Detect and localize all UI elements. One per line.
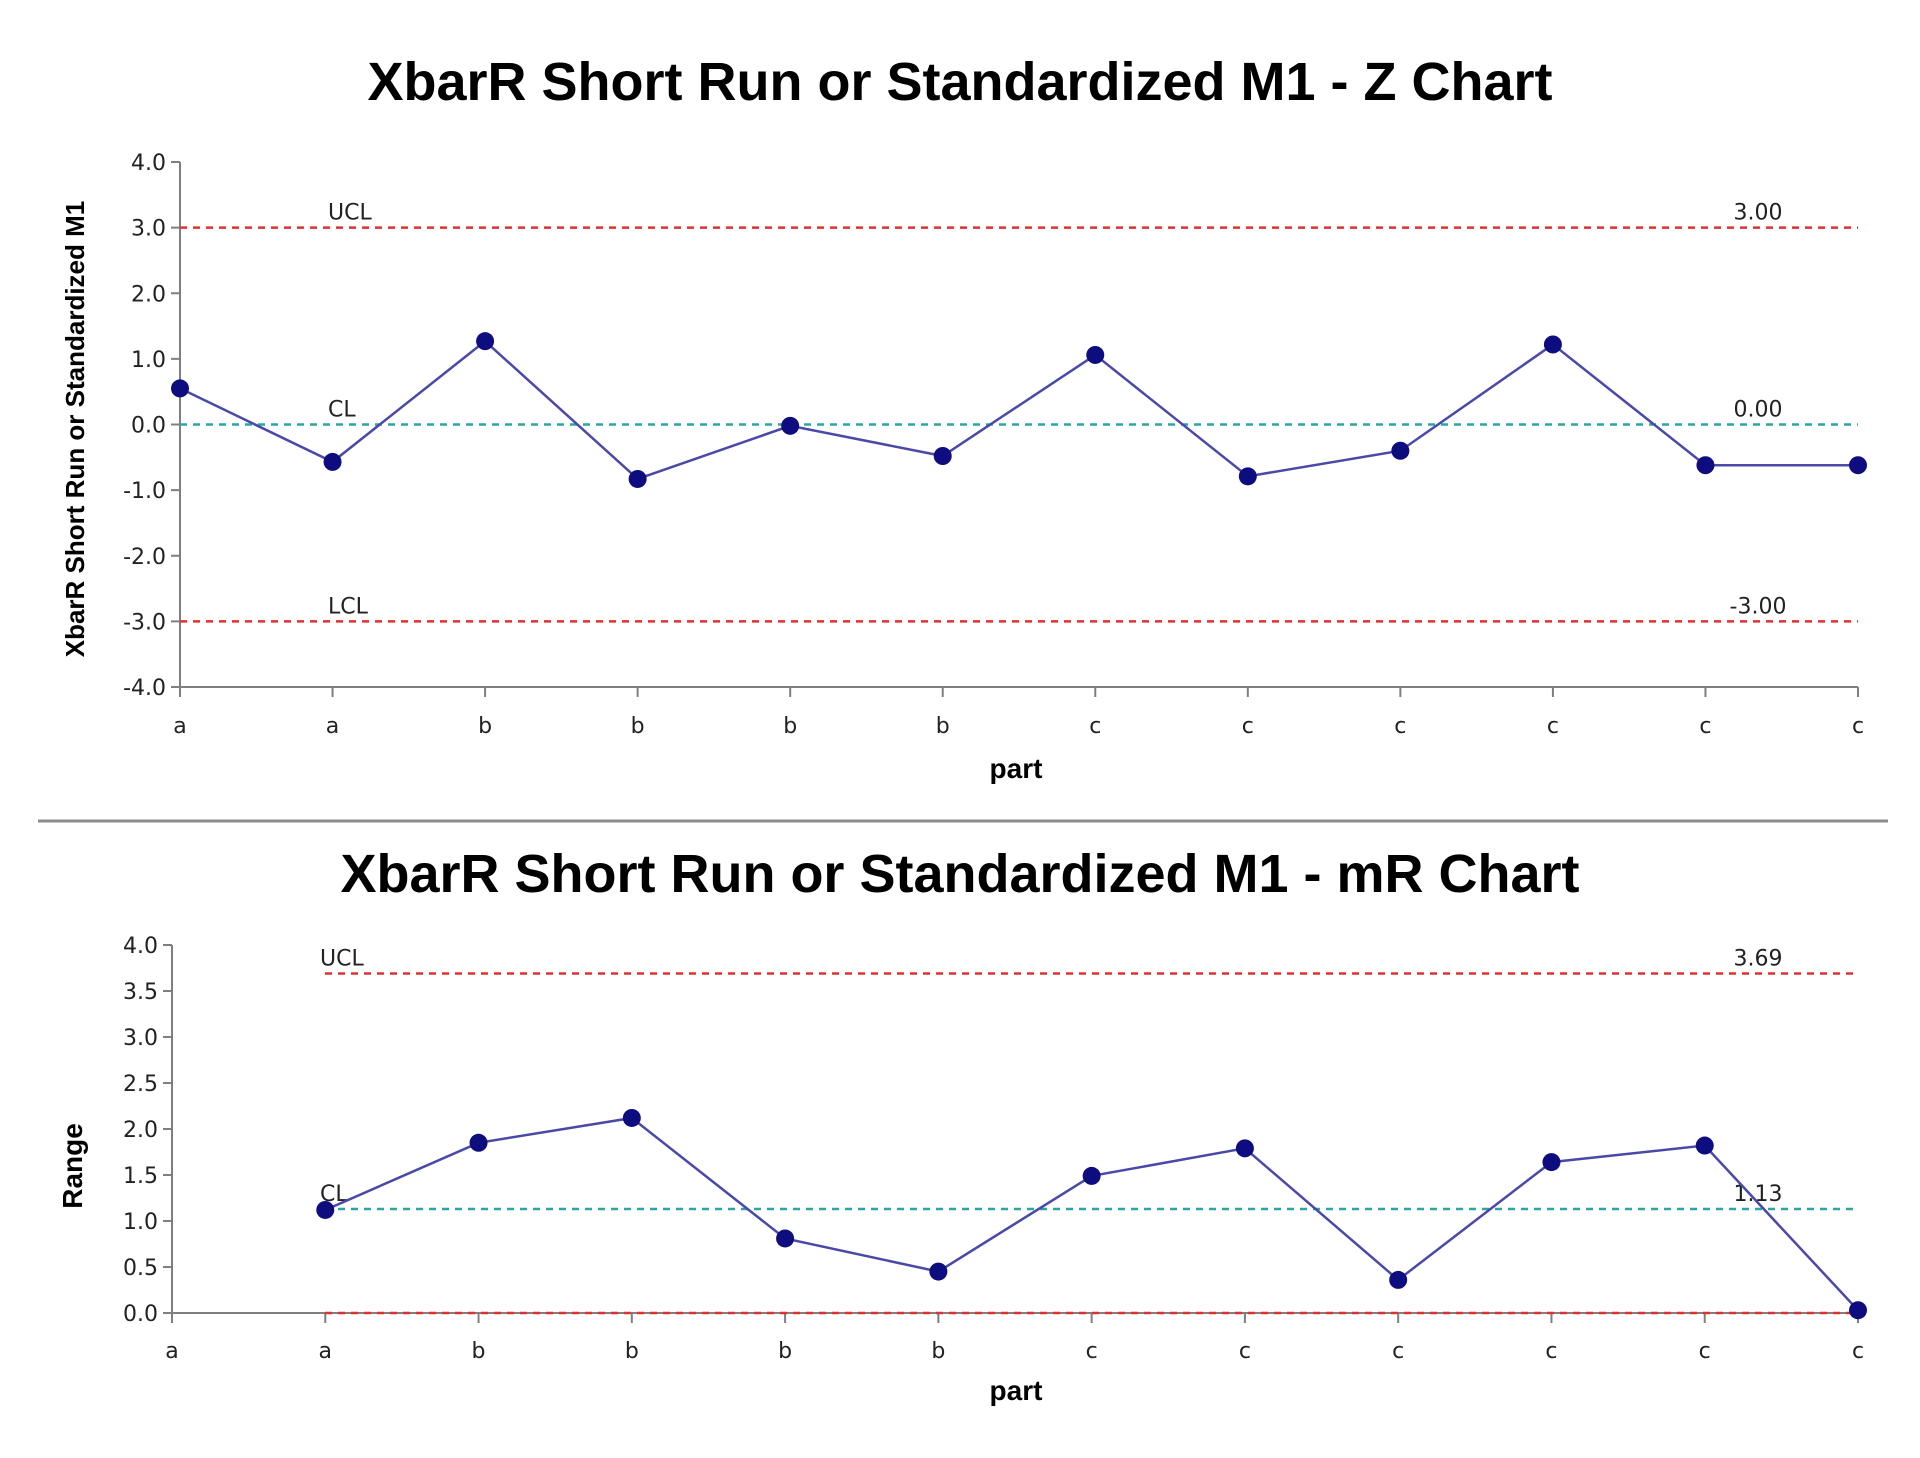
mr-chart-x-tick-label: c	[1392, 1339, 1404, 1364]
mr-chart-x-tick-label: b	[778, 1339, 792, 1364]
z-chart-y-tick-label: 3.0	[131, 217, 166, 242]
mr-chart-x-tick-label: c	[1545, 1339, 1557, 1364]
z-chart-x-tick-label: c	[1089, 714, 1101, 739]
z-chart-x-tick-label: c	[1852, 714, 1864, 739]
z-chart-data-point	[1543, 335, 1562, 354]
mr-chart-ucl-label: UCL	[320, 947, 364, 972]
z-chart-data-point	[933, 447, 952, 465]
z-chart-x-tick-label: b	[783, 714, 797, 739]
z-chart-data-point	[1086, 345, 1105, 364]
mr-chart-data-point	[316, 1200, 335, 1219]
z-chart-lcl-value: -3.00	[1730, 594, 1787, 619]
mr-chart-x-tick-label: c	[1699, 1339, 1711, 1364]
z-chart-title: XbarR Short Run or Standardized M1 - Z C…	[367, 52, 1552, 112]
mr-chart-x-tick-label: b	[625, 1339, 639, 1364]
z-chart-cl-label: CL	[328, 398, 356, 423]
mr-chart-y-tick-label: 3.0	[123, 1026, 158, 1051]
z-chart-y-tick-label: 1.0	[131, 348, 166, 373]
z-chart-y-tick-label: 4.0	[131, 151, 166, 176]
mr-chart-data-point	[622, 1108, 641, 1127]
mr-chart-x-tick-label: a	[165, 1339, 178, 1364]
mr-chart-series-line	[324, 1116, 1859, 1312]
z-chart-lcl-label: LCL	[328, 594, 369, 619]
mr-chart: XbarR Short Run or Standardized M1 - mR …	[57, 844, 1867, 1406]
z-chart-ucl-label: UCL	[328, 201, 372, 226]
z-chart-data-point	[323, 452, 342, 471]
mr-chart-data-point	[1389, 1270, 1408, 1289]
mr-chart-y-tick-label: 0.5	[123, 1256, 158, 1281]
mr-chart-plot: 4.0 3.5 3.0 2.5 2.0 1.5 1.0 0.5 0.0 a a b b b b c c c c c c U…	[123, 934, 1867, 1364]
mr-chart-x-tick-label: a	[319, 1339, 332, 1364]
z-chart-data-point	[628, 469, 647, 488]
mr-chart-x-tick-label: c	[1086, 1339, 1098, 1364]
z-chart-plot: 4.0 3.0 2.0 1.0 0.0 -1.0 -2.0 -3.0 -4.0 a a b b b b c c c…	[123, 151, 1867, 739]
z-chart-series-line	[179, 339, 1858, 481]
z-chart-x-tick-label: c	[1699, 714, 1711, 739]
mr-chart-data-point	[469, 1133, 488, 1152]
z-chart-x-tick-label: c	[1242, 714, 1254, 739]
z-chart-x-tick-label: a	[173, 714, 186, 739]
z-chart-x-tick-label: c	[1547, 714, 1559, 739]
z-chart: XbarR Short Run or Standardized M1 - Z C…	[60, 52, 1867, 784]
mr-chart-data-point	[1542, 1153, 1561, 1172]
mr-chart-data-point	[929, 1262, 948, 1281]
mr-chart-x-tick-label: c	[1852, 1339, 1864, 1364]
z-chart-x-tick-label: b	[936, 714, 950, 739]
z-chart-x-tick-label: c	[1394, 714, 1406, 739]
mr-chart-data-point	[1695, 1136, 1714, 1155]
mr-chart-data-point	[1082, 1166, 1101, 1185]
z-chart-y-axis-label: XbarR Short Run or Standardized M1	[60, 201, 90, 658]
mr-chart-title: XbarR Short Run or Standardized M1 - mR …	[340, 844, 1579, 904]
mr-chart-data-point	[1849, 1301, 1867, 1320]
z-chart-y-tick-label: -3.0	[123, 610, 166, 635]
z-chart-y-tick-label: 0.0	[131, 414, 166, 439]
mr-chart-y-tick-label: 1.5	[123, 1164, 158, 1189]
mr-chart-y-tick-label: 0.0	[123, 1302, 158, 1327]
z-chart-data-point	[1238, 467, 1257, 486]
mr-chart-x-axis-label: part	[990, 1375, 1043, 1406]
z-chart-data-point	[1391, 441, 1410, 460]
z-chart-data-point	[171, 379, 189, 398]
mr-chart-data-point	[1235, 1139, 1254, 1158]
mr-chart-x-tick-label: c	[1239, 1339, 1251, 1364]
z-chart-x-tick-label: b	[631, 714, 645, 739]
mr-chart-x-tick-label: b	[472, 1339, 486, 1364]
z-chart-x-axis-label: part	[990, 753, 1043, 784]
mr-chart-data-point	[776, 1229, 795, 1248]
z-chart-data-point	[1849, 456, 1867, 475]
z-chart-data-point	[1696, 456, 1715, 475]
mr-chart-y-tick-label: 4.0	[123, 934, 158, 959]
z-chart-y-tick-label: -4.0	[123, 676, 166, 701]
mr-chart-ucl-value: 3.69	[1734, 947, 1783, 972]
z-chart-data-point	[476, 332, 495, 351]
mr-chart-y-tick-label: 2.0	[123, 1118, 158, 1143]
mr-chart-y-tick-label: 3.5	[123, 980, 158, 1005]
z-chart-y-tick-label: -1.0	[123, 479, 166, 504]
z-chart-x-tick-label: b	[478, 714, 492, 739]
z-chart-ucl-value: 3.00	[1734, 201, 1783, 226]
z-chart-data-point	[781, 416, 800, 435]
mr-chart-y-axis-label: Range	[57, 1123, 88, 1209]
mr-chart-y-tick-label: 1.0	[123, 1210, 158, 1235]
mr-chart-x-tick-label: b	[931, 1339, 945, 1364]
z-chart-y-tick-label: -2.0	[123, 545, 166, 570]
mr-chart-y-tick-label: 2.5	[123, 1072, 158, 1097]
z-chart-cl-value: 0.00	[1734, 398, 1783, 423]
z-chart-y-tick-label: 2.0	[131, 282, 166, 307]
z-chart-x-tick-label: a	[326, 714, 339, 739]
